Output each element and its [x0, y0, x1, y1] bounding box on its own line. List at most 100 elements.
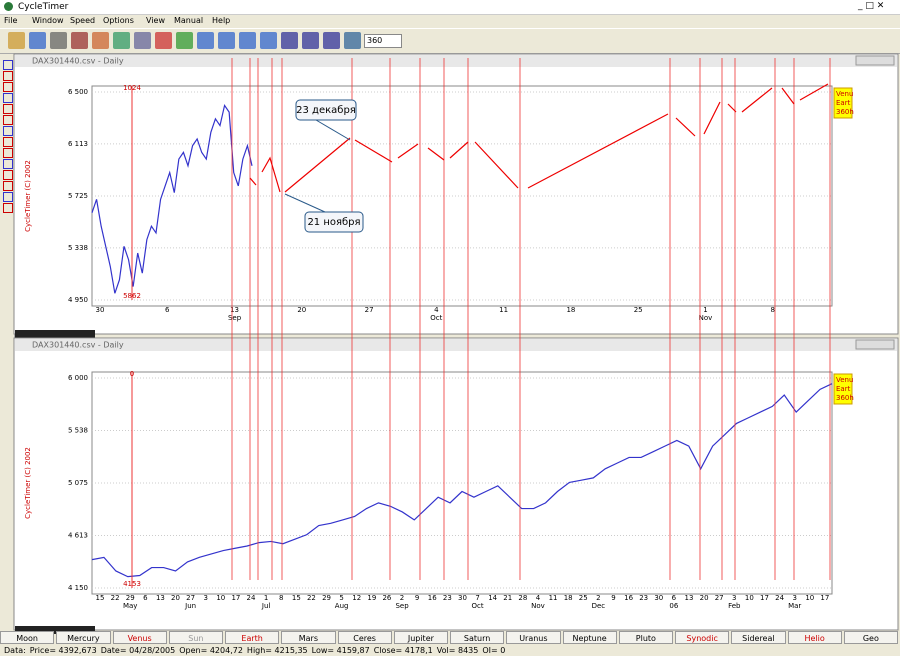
- tool-icon[interactable]: [323, 32, 340, 49]
- window-titlebar: [15, 55, 897, 67]
- x-tick-label: 11: [499, 306, 508, 314]
- x-tick-label: 6: [165, 306, 170, 314]
- side-label: Eart: [836, 385, 851, 393]
- x-tick-label: 19: [367, 594, 376, 602]
- x-tick-label: 6: [143, 594, 148, 602]
- planet-button[interactable]: Uranus: [506, 631, 561, 644]
- tool-icon[interactable]: [155, 32, 172, 49]
- window-controls[interactable]: [855, 339, 895, 350]
- window-controls[interactable]: [855, 55, 895, 66]
- window-controls[interactable]: _ □ ✕: [858, 1, 885, 11]
- tool-icon[interactable]: [3, 126, 13, 136]
- tool-icon[interactable]: [71, 32, 88, 49]
- tool-icon[interactable]: [3, 159, 13, 169]
- menu-item[interactable]: Help: [212, 16, 231, 25]
- tool-icon[interactable]: [3, 181, 13, 191]
- price-line: [91, 103, 253, 294]
- tool-icon[interactable]: [218, 32, 235, 49]
- planet-button[interactable]: Neptune: [562, 631, 617, 644]
- planet-button[interactable]: Mars: [281, 631, 336, 644]
- tool-icon[interactable]: [344, 32, 361, 49]
- tool-icon[interactable]: [3, 82, 13, 92]
- tool-icon[interactable]: [113, 32, 130, 49]
- x-tick-label: 17: [820, 594, 829, 602]
- status-field: OI= 0: [482, 646, 506, 655]
- planet-button[interactable]: Venus: [112, 631, 167, 644]
- tool-icon[interactable]: [3, 148, 13, 158]
- tool-icon[interactable]: [8, 32, 25, 49]
- x-tick-label: 1: [264, 594, 268, 602]
- x-month-label: Feb: [728, 602, 741, 610]
- app-icon: [4, 2, 13, 11]
- side-label: 360h: [836, 394, 854, 402]
- menu-item[interactable]: File: [4, 16, 18, 25]
- tool-icon[interactable]: [29, 32, 46, 49]
- tool-icon[interactable]: [197, 32, 214, 49]
- x-tick-label: 27: [365, 306, 374, 314]
- price-line: [91, 383, 833, 578]
- tool-icon[interactable]: [3, 104, 13, 114]
- x-month-label: 06: [669, 602, 678, 610]
- x-tick-label: 23: [443, 594, 452, 602]
- menu-item[interactable]: Manual: [174, 16, 204, 25]
- tool-icon[interactable]: [50, 32, 67, 49]
- x-tick-label: 1: [703, 306, 707, 314]
- x-tick-label: 30: [458, 594, 467, 602]
- menu-item[interactable]: Speed: [70, 16, 96, 25]
- tool-icon[interactable]: [3, 60, 13, 70]
- x-tick-label: 24: [247, 594, 256, 602]
- x-tick-label: 25: [579, 594, 588, 602]
- tool-icon[interactable]: [176, 32, 193, 49]
- planet-button[interactable]: Pluto: [618, 631, 673, 644]
- tool-icon[interactable]: [3, 192, 13, 202]
- tool-icon[interactable]: [3, 170, 13, 180]
- planet-button[interactable]: Geo: [843, 631, 898, 644]
- side-label: 360h: [836, 108, 854, 116]
- planet-button[interactable]: Earth: [225, 631, 280, 644]
- x-tick-label: 17: [231, 594, 240, 602]
- tool-icon[interactable]: [260, 32, 277, 49]
- tool-icon[interactable]: [3, 93, 13, 103]
- tool-icon[interactable]: [281, 32, 298, 49]
- planet-button[interactable]: Jupiter: [393, 631, 448, 644]
- tool-icon[interactable]: [3, 71, 13, 81]
- x-tick-label: 29: [126, 594, 135, 602]
- planet-button[interactable]: Ceres: [337, 631, 392, 644]
- menu-item[interactable]: Options: [103, 16, 134, 25]
- x-tick-label: 23: [639, 594, 648, 602]
- planet-button[interactable]: Sun: [168, 631, 223, 644]
- x-tick-label: 15: [292, 594, 301, 602]
- x-month-label: May: [123, 602, 137, 610]
- planet-button[interactable]: Helio: [787, 631, 842, 644]
- x-month-label: Dec: [592, 602, 606, 610]
- tool-icon[interactable]: [92, 32, 109, 49]
- status-field: High= 4215,35: [246, 646, 308, 655]
- planet-button[interactable]: Saturn: [450, 631, 505, 644]
- menu-item[interactable]: View: [146, 16, 165, 25]
- status-field: Low= 4159,87: [311, 646, 370, 655]
- side-label: Eart: [836, 99, 851, 107]
- tool-icon[interactable]: [3, 137, 13, 147]
- tool-icon[interactable]: [134, 32, 151, 49]
- tool-icon[interactable]: [239, 32, 256, 49]
- planet-button[interactable]: Mercury: [56, 631, 111, 644]
- callout-pointer: [315, 119, 351, 141]
- x-tick-label: 18: [564, 594, 573, 602]
- toolbar-input[interactable]: 360: [364, 34, 402, 48]
- callout-text: 23 декабря: [296, 105, 356, 116]
- tool-icon[interactable]: [3, 115, 13, 125]
- callout: [304, 211, 364, 233]
- planet-button[interactable]: Sidereal: [731, 631, 786, 644]
- callout-text: 21 ноября: [307, 217, 360, 228]
- planet-button[interactable]: Synodic: [675, 631, 730, 644]
- x-tick-label: 3: [203, 594, 207, 602]
- tool-icon[interactable]: [3, 203, 13, 213]
- tool-icon[interactable]: [302, 32, 319, 49]
- planet-button[interactable]: Moon: [0, 631, 55, 644]
- x-tick-label: 24: [775, 594, 784, 602]
- menu-item[interactable]: Window: [32, 16, 64, 25]
- x-tick-label: 5: [339, 594, 343, 602]
- window-taskbar: [15, 330, 95, 338]
